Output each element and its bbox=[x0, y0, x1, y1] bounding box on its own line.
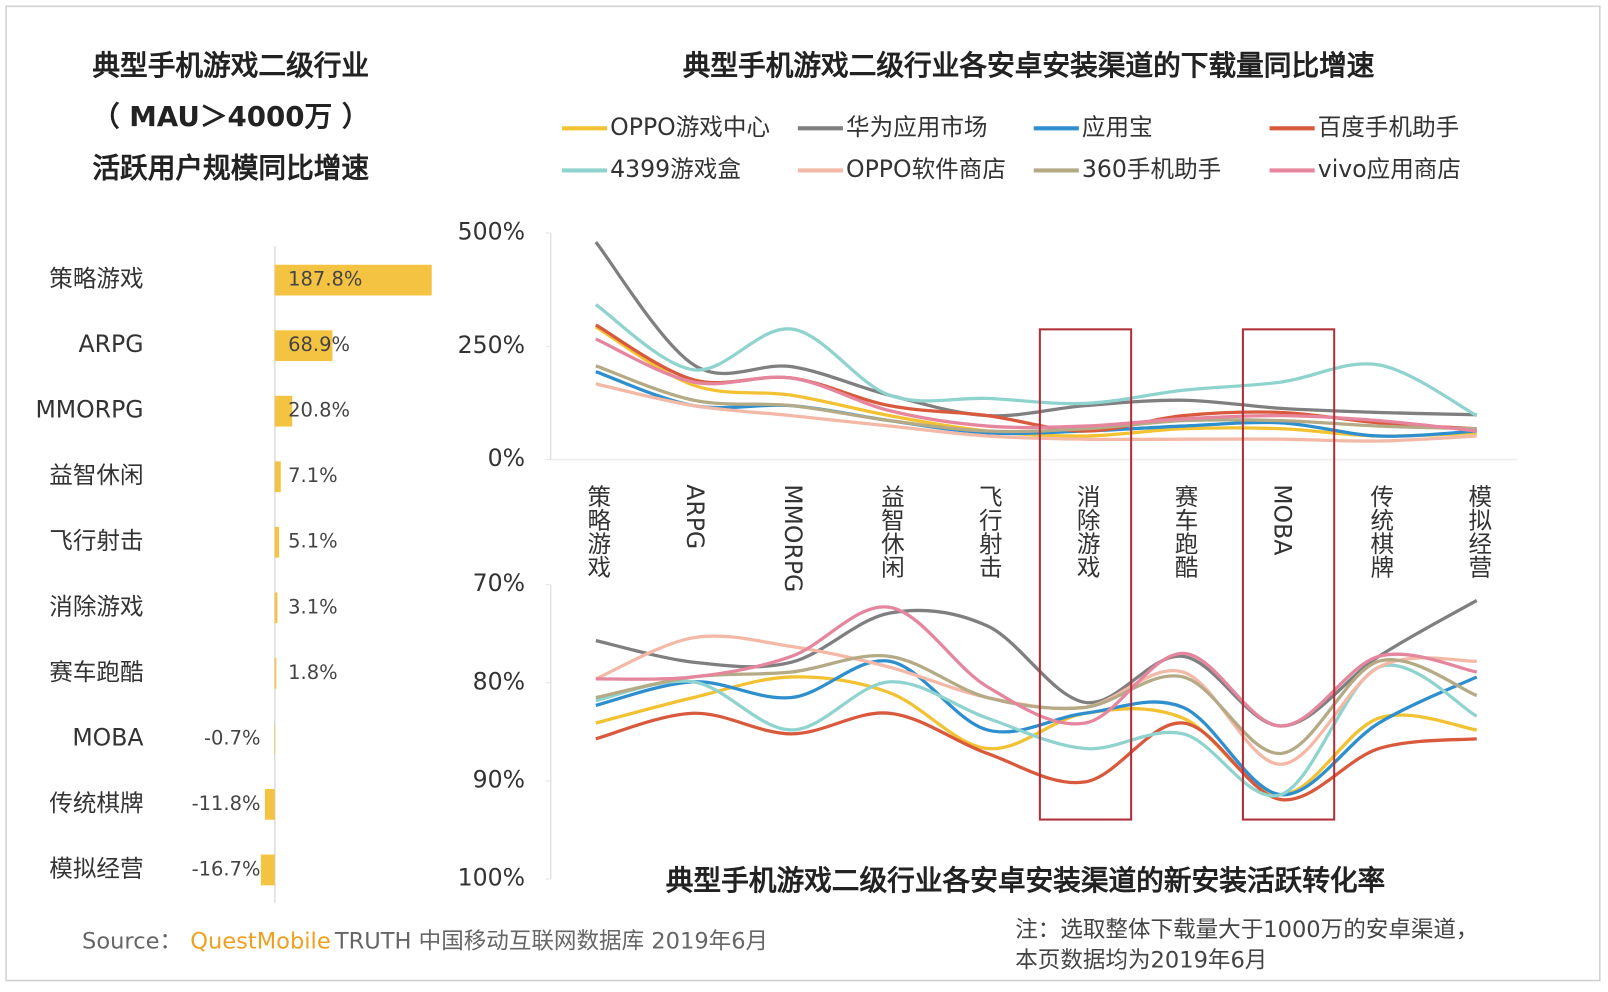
x-tick-label: 策略游戏 bbox=[583, 484, 611, 579]
bottom-title: 典型手机游戏二级行业各安卓安装渠道的新安装活跃转化率 bbox=[666, 864, 1385, 897]
category-label: 策略游戏 bbox=[49, 265, 143, 293]
y-tick-label: 0% bbox=[488, 444, 525, 472]
category-label: MMORPG bbox=[35, 396, 143, 424]
line bbox=[595, 711, 1477, 802]
category-label: ARPG bbox=[79, 330, 144, 358]
bar bbox=[274, 461, 281, 493]
legend-label: OPPO游戏中心 bbox=[610, 113, 770, 141]
frame bbox=[5, 5, 1601, 982]
x-tick-label: 传统棋牌 bbox=[1366, 484, 1394, 579]
value-label: 20.8% bbox=[288, 399, 350, 422]
value-label: 68.9% bbox=[288, 333, 350, 356]
bar bbox=[260, 854, 275, 886]
highlight-box bbox=[1038, 328, 1133, 821]
y-tick-label: 100% bbox=[458, 864, 525, 892]
y-tick-label: 500% bbox=[458, 217, 525, 245]
bar bbox=[274, 592, 278, 624]
x-tick-label: MOBA bbox=[1268, 484, 1296, 555]
line bbox=[595, 382, 1477, 443]
x-tick-label: ARPG bbox=[681, 484, 709, 549]
plots: 策略游戏 187.8% ARPG 68.9% MMORPG 20.8% 益智休闲 7.1% 飞行… bbox=[35, 113, 1492, 892]
y-tick-label: 80% bbox=[473, 667, 525, 695]
value-label: -0.7% bbox=[204, 726, 261, 749]
source: Source： QuestMobile TRUTH 中国移动互联网数据库 2019年… bbox=[82, 928, 768, 954]
line bbox=[594, 303, 1478, 418]
bar bbox=[274, 657, 277, 689]
value-label: 1.8% bbox=[288, 661, 337, 684]
x-tick-label: 益智休闲 bbox=[877, 484, 905, 579]
category-label: 消除游戏 bbox=[49, 592, 143, 620]
line bbox=[595, 663, 1478, 798]
category-label: MOBA bbox=[72, 723, 143, 751]
bar bbox=[274, 264, 432, 296]
line bbox=[595, 337, 1477, 433]
category-label: 赛车跑酷 bbox=[49, 658, 143, 686]
x-tick-label: 模拟经营 bbox=[1464, 484, 1492, 579]
line bbox=[595, 675, 1477, 797]
x-tick-label: 赛车跑酷 bbox=[1171, 484, 1199, 579]
line bbox=[595, 370, 1477, 438]
legend-label: 应用宝 bbox=[1082, 113, 1153, 141]
y-tick-label: 70% bbox=[473, 569, 525, 597]
y-tick-label: 250% bbox=[458, 331, 525, 359]
left-title: 活跃用户规模同比增速 bbox=[92, 151, 369, 184]
category-label: 益智休闲 bbox=[49, 461, 143, 489]
source-text: TRUTH 中国移动互联网数据库 2019年6月 bbox=[334, 928, 768, 954]
y-tick-label: 90% bbox=[473, 765, 525, 793]
category-label: 飞行射击 bbox=[49, 527, 143, 555]
value-label: 3.1% bbox=[288, 595, 337, 618]
highlight-box bbox=[1241, 328, 1336, 821]
value-label: -16.7% bbox=[192, 857, 261, 880]
legend-label: 百度手机助手 bbox=[1318, 113, 1459, 141]
left-title: （ MAU＞4000万 ） bbox=[92, 100, 370, 133]
category-label: 模拟经营 bbox=[49, 854, 143, 882]
bar bbox=[264, 788, 275, 820]
bar bbox=[274, 395, 293, 427]
line bbox=[595, 364, 1477, 434]
category-label: 传统棋牌 bbox=[49, 789, 143, 817]
value-label: 5.1% bbox=[288, 530, 337, 553]
x-tick-label: MMORPG bbox=[779, 484, 807, 592]
legend-label: 360手机助手 bbox=[1082, 155, 1221, 183]
line bbox=[595, 605, 1478, 728]
note: 注：选取整体下载量大于1000万的安卓渠道， bbox=[1015, 917, 1478, 943]
x-tick-label: 消除游戏 bbox=[1073, 484, 1101, 579]
bar bbox=[274, 330, 333, 362]
value-label: 187.8% bbox=[288, 268, 362, 291]
legend-label: OPPO软件商店 bbox=[846, 155, 1006, 183]
bar bbox=[274, 526, 280, 558]
left-title: 典型手机游戏二级行业 bbox=[92, 49, 369, 82]
value-label: -11.8% bbox=[192, 792, 261, 815]
top-title: 典型手机游戏二级行业各安卓安装渠道的下载量同比增速 bbox=[683, 49, 1375, 82]
line bbox=[594, 241, 1477, 418]
bar bbox=[274, 723, 275, 755]
line bbox=[595, 323, 1477, 433]
legend-label: 4399游戏盒 bbox=[610, 155, 741, 183]
source-brand: QuestMobile bbox=[190, 928, 330, 954]
line bbox=[595, 659, 1478, 797]
source-label: Source： bbox=[82, 928, 182, 954]
legend-label: vivo应用商店 bbox=[1318, 155, 1461, 183]
note: 本页数据均为2019年6月 bbox=[1015, 948, 1267, 974]
value-label: 7.1% bbox=[288, 464, 337, 487]
legend-label: 华为应用市场 bbox=[846, 113, 987, 141]
x-tick-label: 飞行射击 bbox=[975, 484, 1003, 578]
